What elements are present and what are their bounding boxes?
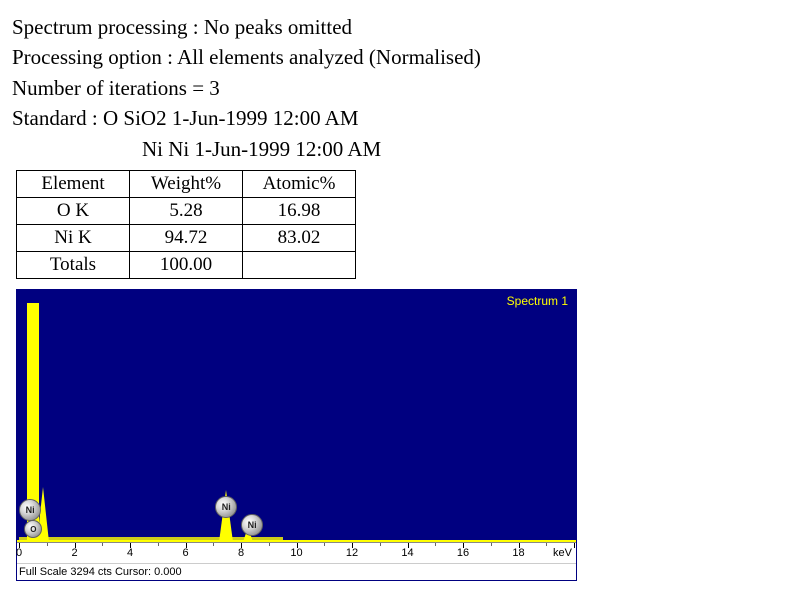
table-cell: 83.02 <box>243 225 356 252</box>
spectrum-footer: Full Scale 3294 cts Cursor: 0.000 <box>17 563 576 580</box>
axis-minor-tick <box>158 543 159 546</box>
col-atomic: Atomic% <box>243 171 356 198</box>
spectrum-panel: Spectrum 1 NiONiNi keV 0 2 4 6 8 10 12 14 16 18 F… <box>16 289 577 581</box>
header-line-5: Ni Ni 1-Jun-1999 12:00 AM <box>12 134 803 164</box>
axis-unit: keV <box>553 547 572 559</box>
composition-table: Element Weight% Atomic% O K5.2816.98Ni K… <box>16 170 356 279</box>
axis-tick-label: 6 <box>182 547 188 559</box>
table-cell: 5.28 <box>130 198 243 225</box>
axis-tick-label: 2 <box>71 547 77 559</box>
axis-tick-label: 14 <box>401 547 413 559</box>
header-line-1: Spectrum processing : No peaks omitted <box>12 12 803 42</box>
table-cell: Ni K <box>17 225 130 252</box>
element-marker: Ni <box>241 514 263 536</box>
element-marker: Ni <box>19 499 41 521</box>
col-element: Element <box>17 171 130 198</box>
table-cell: 100.00 <box>130 252 243 279</box>
table-row: Ni K94.7283.02 <box>17 225 356 252</box>
axis-tick-label: 16 <box>457 547 469 559</box>
axis-tick-label: 4 <box>127 547 133 559</box>
table-cell: Totals <box>17 252 130 279</box>
axis-minor-tick <box>213 543 214 546</box>
axis-tick-label: 0 <box>16 547 22 559</box>
spectrum-x-axis: keV 0 2 4 6 8 10 12 14 16 18 <box>17 542 576 563</box>
axis-minor-tick <box>491 543 492 546</box>
axis-tick-label: 8 <box>238 547 244 559</box>
spectrum-title: Spectrum 1 <box>507 294 568 308</box>
header-line-2: Processing option : All elements analyze… <box>12 42 803 72</box>
processing-header: Spectrum processing : No peaks omitted P… <box>12 12 803 164</box>
table-cell: 94.72 <box>130 225 243 252</box>
axis-minor-tick <box>380 543 381 546</box>
table-row: Totals100.00 <box>17 252 356 279</box>
axis-minor-tick <box>546 543 547 546</box>
axis-minor-tick <box>435 543 436 546</box>
axis-tick <box>574 543 575 548</box>
axis-tick-label: 12 <box>346 547 358 559</box>
table-cell: O K <box>17 198 130 225</box>
table-row: O K5.2816.98 <box>17 198 356 225</box>
col-weight: Weight% <box>130 171 243 198</box>
element-marker: Ni <box>215 496 237 518</box>
table-cell <box>243 252 356 279</box>
table-header-row: Element Weight% Atomic% <box>17 171 356 198</box>
axis-tick-label: 10 <box>290 547 302 559</box>
axis-minor-tick <box>269 543 270 546</box>
axis-tick-label: 18 <box>512 547 524 559</box>
spectrum-plot: Spectrum 1 NiONiNi <box>17 290 576 542</box>
table-cell: 16.98 <box>243 198 356 225</box>
axis-minor-tick <box>47 543 48 546</box>
header-line-4: Standard : O SiO2 1-Jun-1999 12:00 AM <box>12 103 803 133</box>
axis-minor-tick <box>102 543 103 546</box>
axis-minor-tick <box>324 543 325 546</box>
header-line-3: Number of iterations = 3 <box>12 73 803 103</box>
